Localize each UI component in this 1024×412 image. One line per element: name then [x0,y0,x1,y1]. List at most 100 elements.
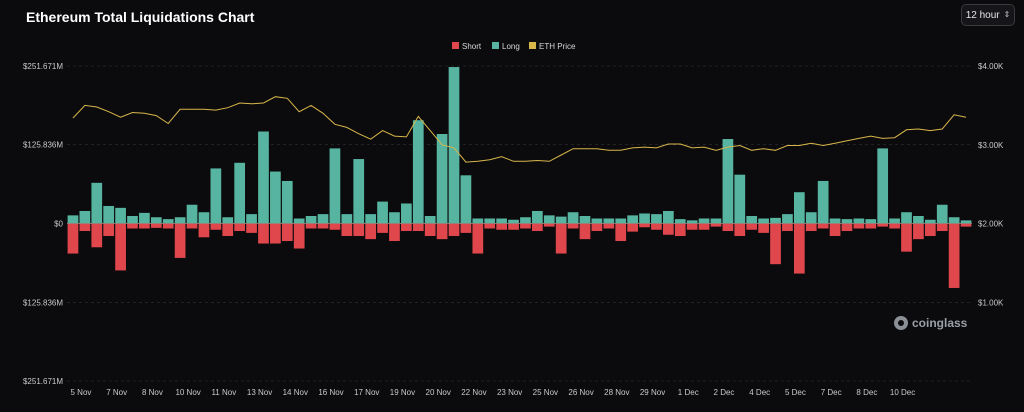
long-bar [817,180,829,224]
x-tick-label: 5 Nov [71,388,92,397]
short-bar [865,223,877,229]
long-bar [293,218,305,224]
long-bar [460,175,472,224]
x-tick-label: 8 Dec [856,388,877,397]
long-bar [341,214,353,224]
chevron-updown-icon: ⇕ [1003,10,1011,19]
short-bar [889,223,900,229]
x-tick-label: 16 Nov [318,388,343,397]
x-tick-label: 14 Nov [283,388,308,397]
y-axis-right: $4.00K $3.00K $2.00K $1.00K [978,62,1004,307]
long-bar [436,134,448,224]
short-bar [281,223,293,242]
long-bar [603,218,615,224]
long-bar [579,215,591,224]
interval-select[interactable]: 12 hour ⇕ [961,4,1015,26]
legend-swatch-short [452,42,459,49]
long-bar [782,214,793,224]
short-bar [639,223,650,228]
short-bar [782,223,793,232]
short-bar [150,223,162,228]
short-bar [210,223,222,230]
short-bar [591,223,603,232]
long-bar [508,219,519,224]
short-bar [353,223,365,237]
long-bar [329,148,341,224]
long-bar [472,218,484,224]
short-bar [460,223,472,233]
short-bar [924,223,936,237]
x-tick-label: 4 Dec [749,388,770,397]
x-tick-label: 28 Nov [604,388,629,397]
eth-price-line [72,96,967,163]
watermark: coinglass [894,316,967,330]
long-bar [841,219,853,224]
short-bar [270,223,281,244]
short-bar [734,223,746,237]
short-bar [841,223,853,232]
short-bar [710,223,722,227]
short-bar [805,223,817,232]
long-bar [758,218,769,224]
short-bar [662,223,674,235]
short-bar [674,223,686,237]
x-tick-label: 25 Nov [533,388,558,397]
short-bar [317,223,329,229]
x-axis: 5 Nov 7 Nov 8 Nov 10 Nov 11 Nov 13 Nov 14 Nov 1… [71,388,916,397]
short-bar [686,223,698,230]
long-bar [115,207,126,224]
long-bar [377,201,388,224]
chart-legend: Short Long ETH Price [452,42,576,51]
long-bar [222,217,234,224]
long-bar [412,120,424,224]
short-bar [198,223,210,238]
long-bar [389,212,400,224]
short-bar [948,223,960,288]
long-bar [174,217,186,224]
short-bar [960,223,972,227]
short-bar [115,223,126,271]
short-bar [520,223,531,229]
short-bar [746,223,758,230]
long-bar [79,210,91,224]
short-bar [377,223,388,233]
short-bar [401,223,412,232]
long-bar [686,220,698,224]
long-bar [865,219,877,224]
long-bar [532,210,543,224]
short-bar [139,223,150,229]
long-bar [853,218,865,224]
short-bar [555,223,567,254]
y-right-tick-label: $1.00K [978,298,1004,307]
short-bar [793,223,805,274]
short-bar [186,223,198,229]
short-bar [436,223,448,240]
x-tick-label: 11 Nov [211,388,236,397]
long-bar [913,215,924,224]
long-bar [615,218,627,224]
long-bar [281,180,293,224]
short-bar [936,223,948,232]
x-tick-label: 26 Nov [568,388,593,397]
short-bar [770,223,781,265]
short-bar [424,223,436,237]
short-bar [127,223,138,229]
y-right-tick-label: $3.00K [978,141,1004,150]
long-bar [746,215,758,224]
chart-bars [67,67,972,288]
long-bar [198,212,210,224]
long-bar [555,216,567,224]
short-bar [627,223,638,232]
x-tick-label: 8 Nov [142,388,163,397]
long-bar [734,174,746,224]
y-left-tick-label: $0 [54,220,63,229]
long-bar [401,203,412,224]
short-bar [162,223,174,229]
long-bar [210,168,222,224]
long-bar [162,219,174,224]
long-bar [722,139,734,224]
x-tick-label: 7 Nov [106,388,127,397]
long-bar [246,214,257,224]
long-bar [448,67,460,224]
